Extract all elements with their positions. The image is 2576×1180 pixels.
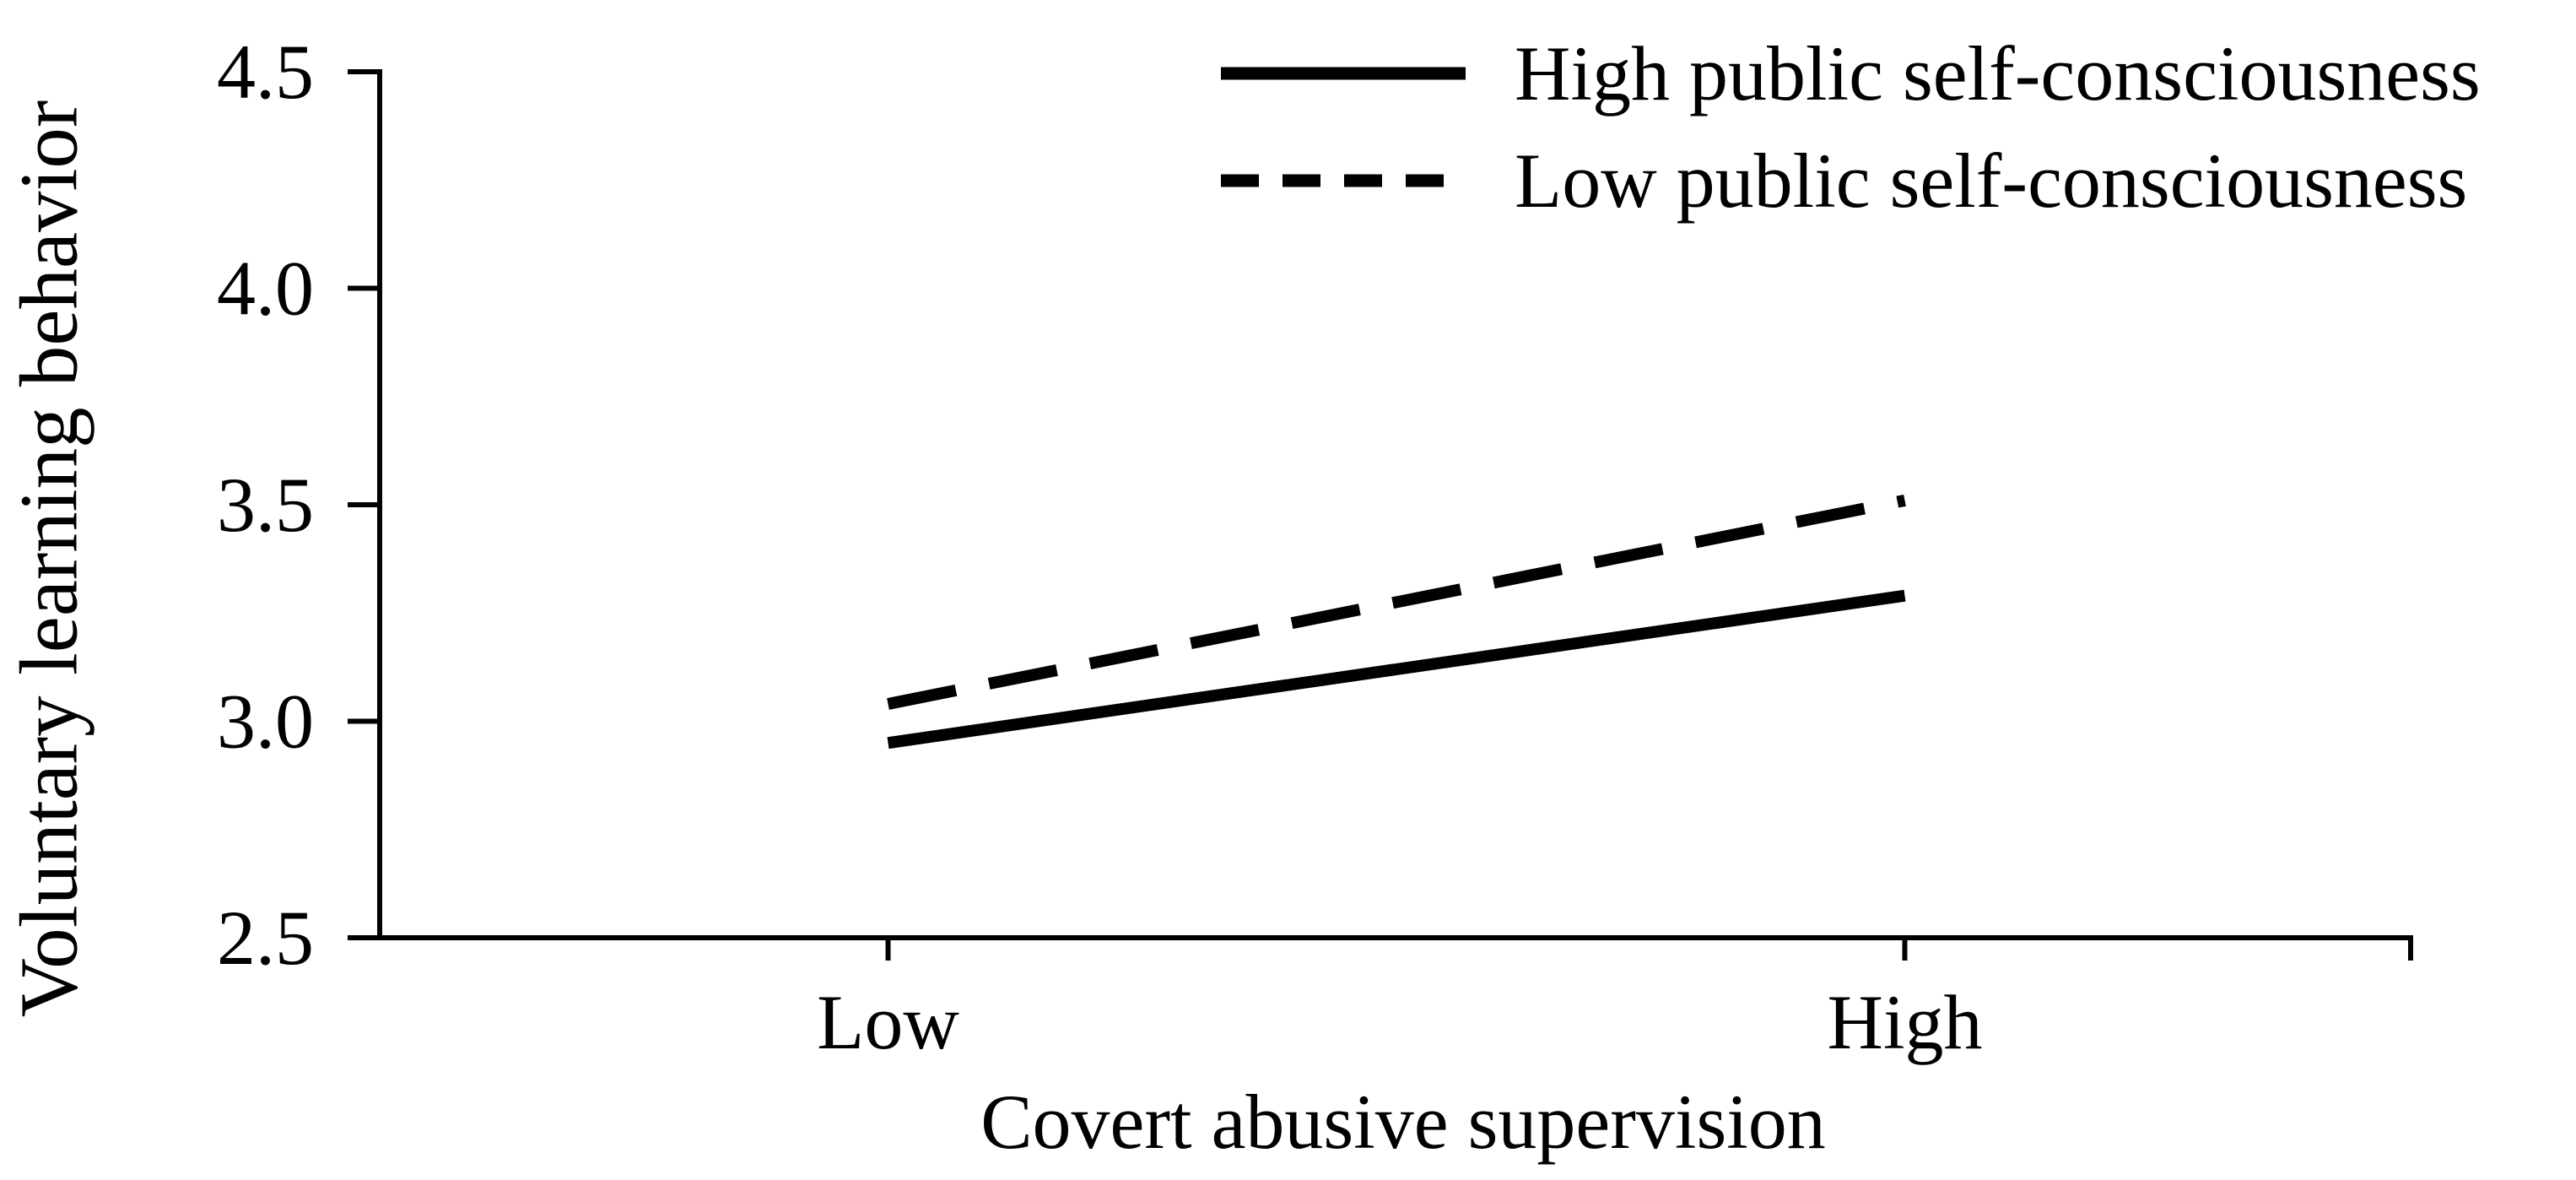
- x-tick-labels: Low High: [817, 979, 1982, 1065]
- y-tick-label: 4.5: [217, 29, 314, 115]
- legend-label: High public self-consciousness: [1515, 30, 2481, 116]
- x-axis-ticks: [885, 938, 2413, 961]
- data-series: [887, 495, 1906, 750]
- series-line-low-psc: [887, 495, 1906, 710]
- axis-titles: Covert abusive supervision Voluntary lear…: [4, 100, 1826, 1165]
- y-axis-ticks: [348, 69, 380, 940]
- series-line-high-psc: [887, 589, 1906, 750]
- legend: High public self-consciousness Low public…: [1221, 30, 2481, 224]
- y-axis-title: Voluntary learning behavior: [4, 100, 95, 1017]
- y-tick-label: 3.5: [217, 462, 314, 548]
- x-tick-label: Low: [817, 979, 959, 1065]
- y-tick-label: 2.5: [217, 895, 314, 981]
- legend-label: Low public self-consciousness: [1515, 138, 2467, 224]
- y-tick-labels: 2.5 3.0 3.5 4.0 4.5: [217, 29, 314, 981]
- x-tick-label: High: [1828, 979, 1983, 1065]
- x-axis-title: Covert abusive supervision: [980, 1079, 1826, 1165]
- y-tick-label: 4.0: [217, 246, 314, 332]
- y-tick-label: 3.0: [217, 679, 314, 765]
